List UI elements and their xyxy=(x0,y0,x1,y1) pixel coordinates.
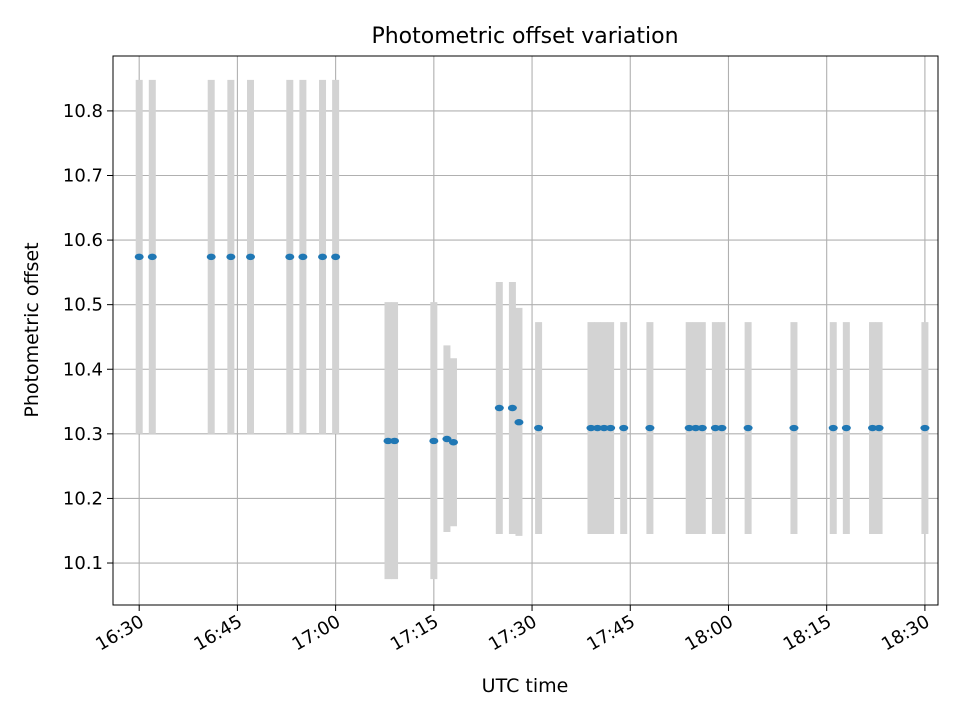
data-point xyxy=(534,424,544,432)
data-points xyxy=(134,253,930,446)
data-point xyxy=(429,437,439,445)
data-point xyxy=(606,424,616,432)
data-point xyxy=(285,253,295,261)
data-point xyxy=(697,424,707,432)
y-tick-label: 10.7 xyxy=(63,165,103,186)
data-point xyxy=(828,424,838,432)
data-point xyxy=(442,435,452,443)
data-point xyxy=(390,437,400,445)
data-point xyxy=(789,424,799,432)
data-point xyxy=(691,424,701,432)
data-point xyxy=(593,424,603,432)
plot-area xyxy=(113,56,938,605)
data-point xyxy=(226,253,236,261)
data-point xyxy=(298,253,308,261)
data-point xyxy=(586,424,596,432)
chart-title: Photometric offset variation xyxy=(371,24,678,49)
data-point xyxy=(868,424,878,432)
data-point xyxy=(507,404,517,412)
data-point xyxy=(147,253,157,261)
data-point xyxy=(331,253,341,261)
data-point xyxy=(717,424,727,432)
data-point xyxy=(448,439,458,446)
data-point xyxy=(710,424,720,432)
y-tick-label: 10.6 xyxy=(63,230,103,251)
y-axis: 10.1 10.2 10.3 10.4 10.5 10.6 10.7 10.8 xyxy=(63,101,113,574)
data-point xyxy=(841,424,851,432)
y-tick-label: 10.3 xyxy=(63,424,103,445)
data-point xyxy=(743,424,753,432)
y-tick-label: 10.5 xyxy=(63,295,103,316)
y-tick-label: 10.4 xyxy=(63,359,103,380)
data-point xyxy=(383,437,393,445)
y-tick-label: 10.8 xyxy=(63,101,103,122)
data-point xyxy=(206,253,216,261)
data-point xyxy=(494,404,504,412)
plot-frame xyxy=(112,55,939,606)
data-point xyxy=(920,424,930,432)
data-point xyxy=(318,253,328,261)
data-point xyxy=(619,424,629,432)
y-tick-label: 10.1 xyxy=(63,553,103,574)
data-point xyxy=(246,253,255,261)
y-tick-label: 10.2 xyxy=(63,488,103,509)
data-point xyxy=(134,253,144,261)
x-axis-label: UTC time xyxy=(482,675,569,697)
data-point xyxy=(874,424,884,432)
data-point xyxy=(514,419,524,426)
y-axis-label: Photometric offset xyxy=(21,242,43,417)
data-point xyxy=(684,424,694,432)
data-point xyxy=(645,424,655,432)
data-point xyxy=(599,424,609,432)
